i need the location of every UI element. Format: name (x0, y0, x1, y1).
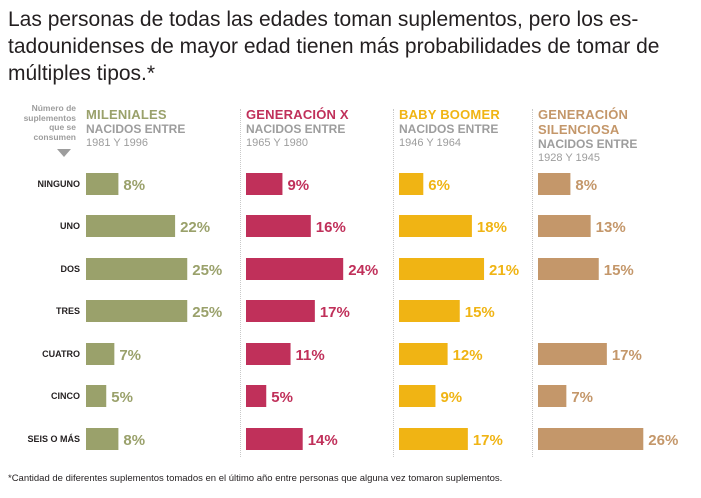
bar (399, 258, 485, 280)
bar-value-label: 18% (477, 219, 507, 236)
bar-value-label: 25% (192, 262, 222, 279)
bar-value-label: 5% (111, 389, 133, 406)
bar-value-label: 11% (296, 347, 325, 364)
group-name: GENERACIÓN X (246, 107, 349, 122)
bar (399, 343, 448, 365)
bar-value-label: 5% (271, 389, 293, 406)
footnote: *Cantidad de diferentes suplementos toma… (8, 473, 503, 484)
group-header: GENERACIÓN X NACIDOS ENTRE 1965 Y 1980 (246, 107, 349, 150)
bar (399, 215, 472, 237)
group-name: MILENIALES (86, 107, 167, 122)
bar (86, 258, 188, 280)
bar (86, 385, 107, 407)
bar (86, 300, 188, 322)
category-label: DOS (60, 264, 80, 274)
bar-value-label: 8% (123, 177, 145, 194)
category-label: CUATRO (42, 349, 80, 359)
bar-value-label: 7% (119, 347, 141, 364)
down-arrow-icon (57, 149, 71, 157)
category-label: CINCO (51, 391, 80, 401)
bar-value-label: 14% (308, 432, 338, 449)
bar (246, 215, 311, 237)
bar-value-label: 16% (316, 219, 346, 236)
chart-title: Las personas de todas las edades toman s… (8, 8, 660, 85)
bar (538, 385, 567, 407)
group-subtitle: NACIDOS ENTRE (538, 137, 638, 151)
bar-value-label: 8% (123, 432, 145, 449)
bar-value-label: 13% (596, 219, 626, 236)
bar-value-label: 22% (180, 219, 210, 236)
bar-value-label: 15% (465, 304, 495, 321)
bar-value-label: 8% (575, 177, 597, 194)
group-header: BABY BOOMER NACIDOS ENTRE 1946 Y 1964 (399, 107, 500, 150)
bar-value-label: 17% (612, 347, 642, 364)
group-subtitle: NACIDOS ENTRE (246, 122, 346, 136)
bar (246, 300, 315, 322)
bar (246, 258, 344, 280)
category-label: SEIS O MÁS (27, 434, 80, 444)
bar (246, 173, 283, 195)
bar (86, 428, 119, 450)
bar-value-label: 26% (648, 432, 678, 449)
bar (86, 215, 176, 237)
bar (86, 343, 115, 365)
group-subtitle: NACIDOS ENTRE (86, 122, 186, 136)
group-years: 1928 Y 1945 (538, 152, 600, 164)
bar (399, 300, 460, 322)
bar-value-label: 12% (453, 347, 483, 364)
bar (538, 343, 607, 365)
bar (399, 428, 468, 450)
bar (399, 173, 424, 195)
bar (538, 215, 591, 237)
bar (538, 173, 571, 195)
bar-value-label: 17% (320, 304, 350, 321)
bar (86, 173, 119, 195)
bar (538, 428, 644, 450)
bar-value-label: 15% (604, 262, 634, 279)
group-header: MILENIALES NACIDOS ENTRE 1981 Y 1996 (86, 107, 185, 150)
bar (246, 428, 303, 450)
category-label: TRES (55, 306, 80, 316)
bar-value-label: 9% (440, 389, 462, 406)
bar-value-label: 24% (348, 262, 378, 279)
bar (246, 343, 291, 365)
column-divider (393, 109, 394, 457)
bar (399, 385, 436, 407)
y-axis-legend: Número de suplementos que se consumen (23, 103, 76, 142)
group-years: 1981 Y 1996 (86, 137, 148, 149)
group-years: 1965 Y 1980 (246, 137, 308, 149)
bar (246, 385, 267, 407)
group-header: GENERACIÓN SILENCIOSA NACIDOS ENTRE 1928 Y… (538, 107, 637, 165)
bar (538, 258, 599, 280)
group-name: BABY BOOMER (399, 107, 500, 122)
bar-value-label: 25% (192, 304, 222, 321)
column-divider (532, 109, 533, 457)
column-divider (240, 109, 241, 457)
bar-value-label: 9% (287, 177, 309, 194)
group-subtitle: NACIDOS ENTRE (399, 122, 499, 136)
bar-value-label: 17% (473, 432, 503, 449)
bar-value-label: 6% (428, 177, 450, 194)
group-name: GENERACIÓN SILENCIOSA (538, 107, 629, 137)
bar-value-label: 21% (489, 262, 519, 279)
category-label: UNO (60, 221, 80, 231)
group-years: 1946 Y 1964 (399, 137, 461, 149)
bar-value-label: 7% (571, 389, 593, 406)
category-label: NINGUNO (37, 179, 81, 189)
